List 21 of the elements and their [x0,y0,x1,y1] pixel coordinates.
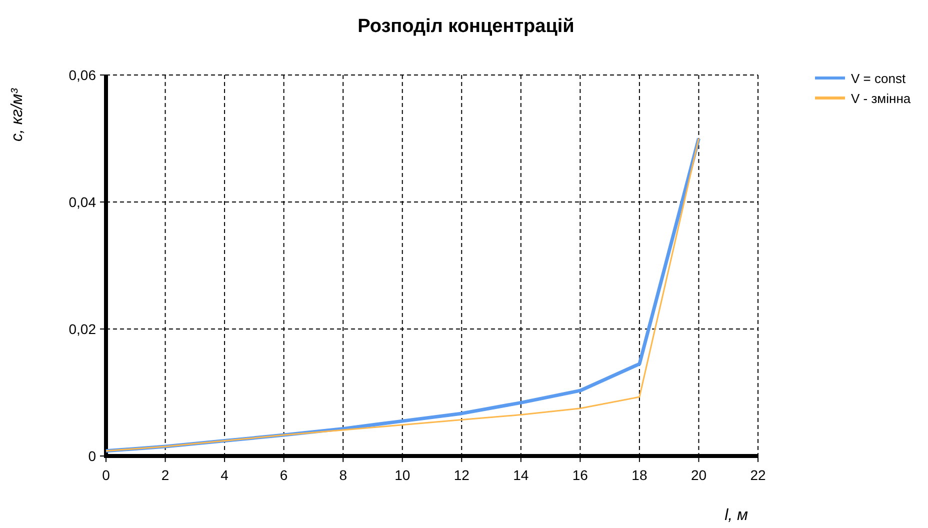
legend-label: V - змінна [851,91,912,106]
y-axis-title: c, кг/м³ [9,88,26,142]
x-tick-label: 16 [572,467,588,483]
x-tick-label: 2 [161,467,170,483]
y-tick-label: 0,06 [68,67,96,83]
x-tick-label: 6 [280,467,288,483]
x-tick-label: 18 [632,467,648,483]
x-tick-label: 20 [690,467,707,483]
x-tick-label: 22 [750,467,766,483]
chart-title: Розподіл концентрацій [358,16,574,37]
y-tick-label: 0 [88,448,96,464]
x-tick-label: 12 [454,467,470,483]
x-tick-label: 14 [513,467,529,483]
y-tick-label: 0,04 [68,194,96,210]
legend-label: V = const [851,71,906,86]
x-axis-title: l, м [724,507,748,524]
x-tick-label: 8 [339,467,348,483]
x-tick-label: 4 [220,467,229,483]
x-tick-label: 10 [394,467,410,483]
y-tick-label: 0,02 [68,321,96,337]
x-tick-label: 0 [102,467,110,483]
